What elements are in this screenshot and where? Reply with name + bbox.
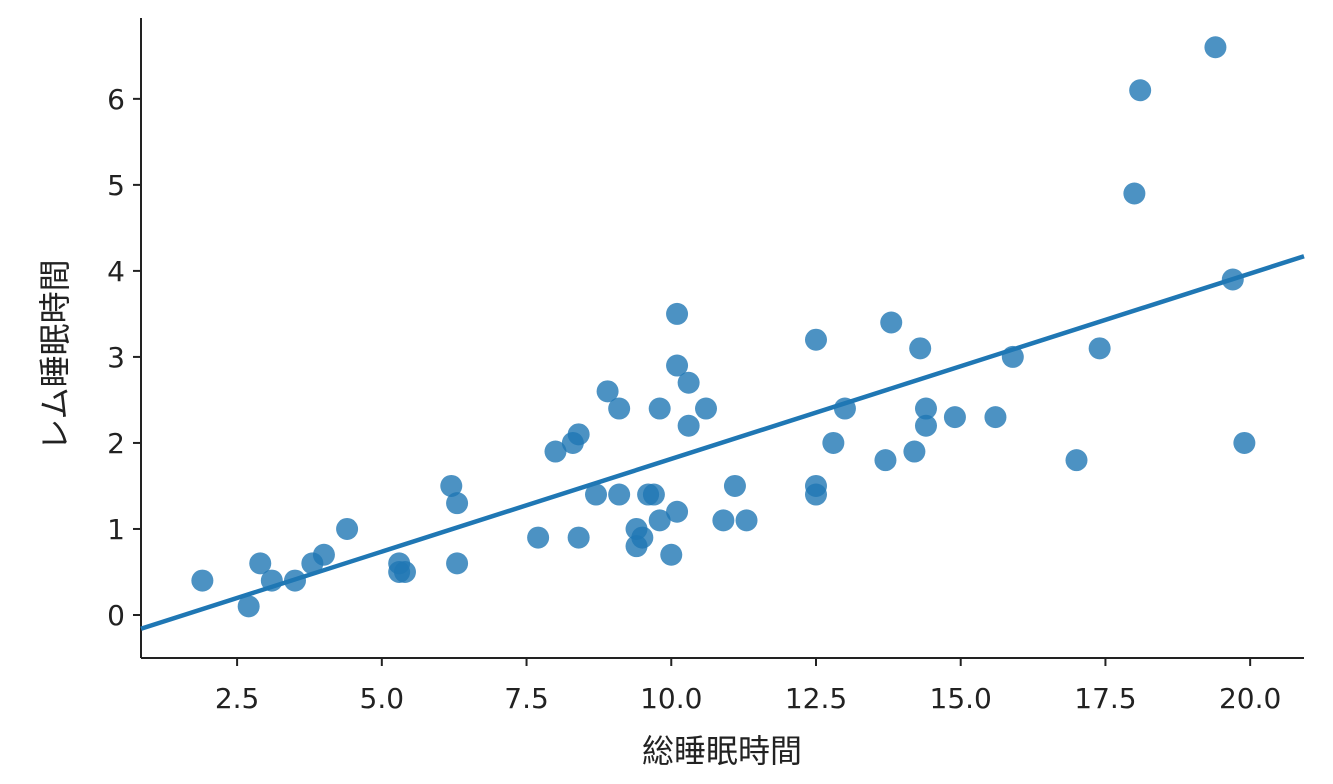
y-tick-label: 4	[107, 255, 125, 288]
point	[903, 440, 926, 463]
regression-line	[140, 254, 1305, 631]
point	[648, 509, 671, 532]
y-tick-label: 1	[107, 513, 125, 546]
point	[804, 328, 827, 351]
point	[191, 569, 214, 592]
point	[446, 552, 469, 575]
point	[440, 474, 463, 497]
x-tick-label: 5.0	[360, 682, 405, 715]
point	[608, 483, 631, 506]
y-tick-label: 2	[107, 427, 125, 460]
point	[567, 423, 590, 446]
point	[914, 414, 937, 437]
point	[544, 440, 567, 463]
x-tick-label: 2.5	[215, 682, 260, 715]
y-tick-label: 3	[107, 341, 125, 374]
x-axis-label: 総睡眠時間	[642, 732, 802, 770]
point	[249, 552, 272, 575]
y-tick-label: 6	[107, 83, 125, 116]
point	[880, 311, 903, 334]
point	[1065, 449, 1088, 472]
point	[822, 431, 845, 454]
point	[666, 500, 689, 523]
point	[914, 397, 937, 420]
y-tick-label: 0	[107, 599, 125, 632]
point	[648, 397, 671, 420]
point	[804, 483, 827, 506]
point	[874, 449, 897, 472]
point	[735, 509, 758, 532]
point	[631, 526, 654, 549]
point	[596, 380, 619, 403]
point	[677, 414, 700, 437]
point	[909, 337, 932, 360]
point	[984, 406, 1007, 429]
point	[943, 406, 966, 429]
point	[666, 302, 689, 325]
x-tick-label: 15.0	[930, 682, 992, 715]
y-tick-label: 5	[107, 169, 125, 202]
point	[1129, 79, 1152, 102]
point	[237, 595, 260, 618]
point	[446, 492, 469, 515]
point	[642, 483, 665, 506]
point	[1123, 182, 1146, 205]
x-tick-label: 17.5	[1074, 682, 1136, 715]
point	[666, 354, 689, 377]
point	[608, 397, 631, 420]
point	[1233, 431, 1256, 454]
point	[1204, 36, 1227, 59]
point	[712, 509, 735, 532]
x-tick-label: 10.0	[640, 682, 702, 715]
point	[723, 474, 746, 497]
point	[336, 517, 359, 540]
point	[695, 397, 718, 420]
point	[677, 371, 700, 394]
x-tick-label: 12.5	[785, 682, 847, 715]
x-tick-label: 7.5	[504, 682, 549, 715]
y-axis-label: レム睡眠時間	[36, 259, 74, 450]
point	[1088, 337, 1111, 360]
point	[660, 543, 683, 566]
point	[312, 543, 335, 566]
point	[585, 483, 608, 506]
point	[393, 560, 416, 583]
point	[567, 526, 590, 549]
point	[527, 526, 550, 549]
x-tick-label: 20.0	[1219, 682, 1281, 715]
